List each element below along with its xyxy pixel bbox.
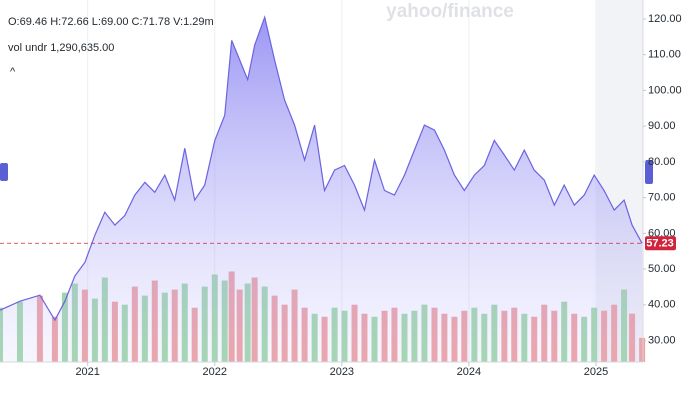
x-tick-label: 2025 xyxy=(584,366,608,378)
y-tick-label: 30.00 xyxy=(648,334,676,346)
volume-bar xyxy=(639,337,646,362)
y-tick-label: 90.00 xyxy=(648,120,676,132)
x-tick-label: 2021 xyxy=(75,366,99,378)
watermark: yahoo/finance xyxy=(386,1,514,22)
last-price-label: 57.23 xyxy=(646,238,674,250)
left-scroll-tab[interactable] xyxy=(0,163,8,181)
right-scroll-tab[interactable] xyxy=(645,160,653,184)
y-tick-label: 80.00 xyxy=(648,156,676,168)
study-label: vol undr 1,290,635.00 xyxy=(8,42,114,54)
y-tick-label: 50.00 xyxy=(648,263,676,275)
ohlcv: O:69.46 H:72.66 L:69.00 C:71.78 V:1.29m xyxy=(8,16,214,28)
y-tick-label: 120.00 xyxy=(648,13,682,25)
x-tick-label: 2023 xyxy=(330,366,354,378)
y-tick-label: 100.00 xyxy=(648,84,682,96)
y-tick-label: 110.00 xyxy=(648,49,681,61)
collapse-button[interactable]: ^ xyxy=(10,66,16,78)
last-price-badge xyxy=(645,236,676,251)
y-tick-label: 40.00 xyxy=(648,299,676,311)
x-tick-label: 2022 xyxy=(203,366,227,378)
price-line xyxy=(0,15,643,322)
y-tick-label: 70.00 xyxy=(648,192,676,204)
price-area xyxy=(0,17,643,362)
x-tick-label: 2024 xyxy=(457,366,481,378)
